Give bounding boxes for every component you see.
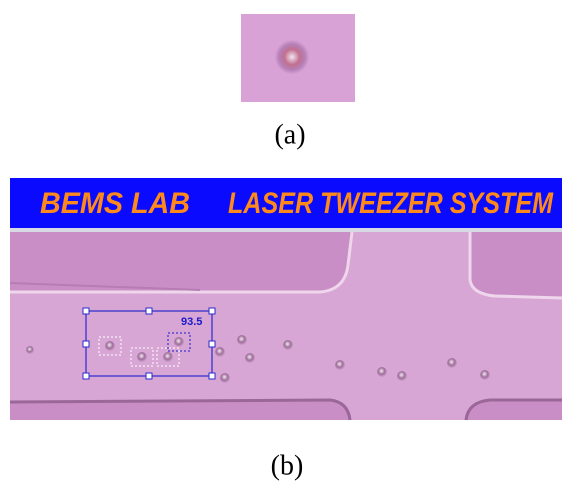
handle: [83, 341, 89, 347]
bead: [245, 353, 255, 363]
bead: [335, 360, 345, 370]
panel-label: (a): [274, 119, 305, 150]
bead: [105, 341, 115, 351]
handle: [83, 373, 89, 379]
handle: [209, 373, 215, 379]
banner-rule: [10, 228, 562, 232]
figure: (a) BEMS LAB LASER TWEEZER SYSTEM: [0, 0, 570, 486]
bead: [163, 352, 173, 362]
bead: [447, 358, 457, 368]
handle: [83, 308, 89, 314]
bead: [377, 367, 387, 377]
bead: [397, 371, 407, 381]
panel-a: (a): [241, 14, 355, 150]
handle: [146, 308, 152, 314]
handle: [209, 308, 215, 314]
handle: [146, 373, 152, 379]
bead: [137, 352, 147, 362]
bead: [480, 370, 490, 380]
bead: [26, 346, 34, 354]
panel-b: BEMS LAB LASER TWEEZER SYSTEM: [10, 178, 562, 481]
particle: [275, 40, 309, 74]
bead: [215, 347, 225, 357]
panel-label: (b): [271, 450, 304, 481]
bead: [283, 340, 293, 350]
measurement: 93.5: [181, 316, 202, 328]
bead: [220, 373, 230, 383]
banner-text: BEMS LAB: [40, 187, 190, 220]
bead: [237, 335, 247, 345]
handle: [209, 341, 215, 347]
bead: [174, 337, 184, 347]
banner-text: LASER TWEEZER SYSTEM: [228, 187, 554, 220]
